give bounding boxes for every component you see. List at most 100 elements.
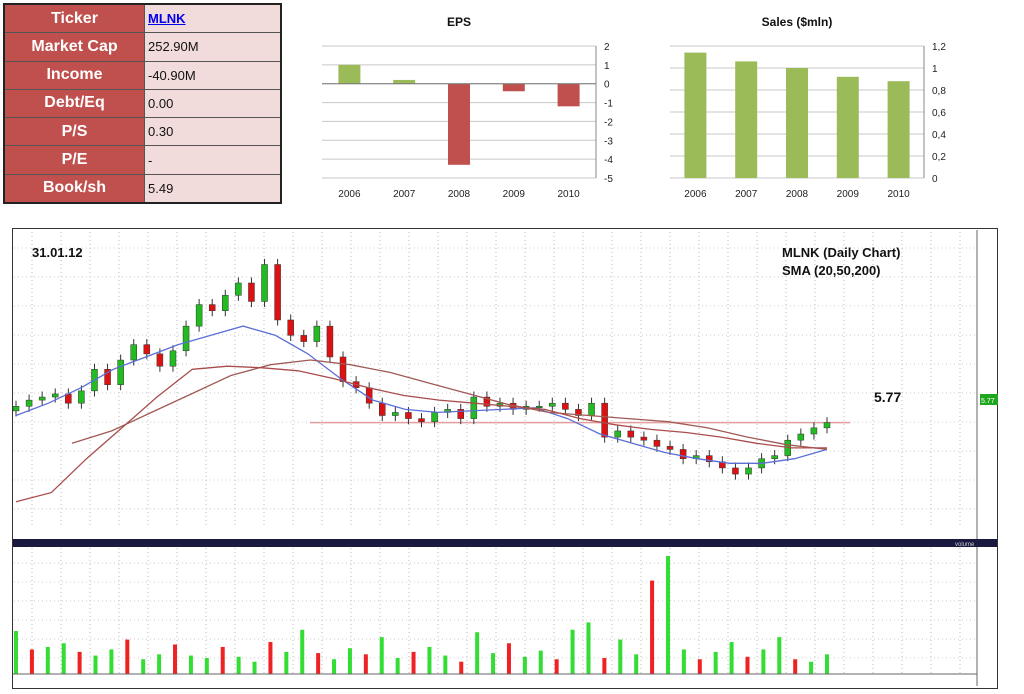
volume-bar — [411, 651, 416, 674]
candle-body — [823, 422, 831, 429]
ticker-link[interactable]: MLNK — [148, 11, 186, 27]
volume-bar — [570, 629, 575, 674]
fundamentals-row: Debt/Eq 0.00 — [3, 88, 282, 119]
volume-bar — [586, 622, 591, 674]
y-tick-label: 0,4 — [932, 130, 946, 141]
volume-bar — [77, 651, 82, 674]
sma200-line — [15, 365, 827, 503]
volume-bar — [204, 658, 209, 674]
candle-body — [248, 282, 255, 302]
price-badge-bg — [980, 394, 998, 405]
volume-bar — [506, 643, 511, 674]
candle-body — [12, 406, 20, 412]
candle-body — [392, 412, 399, 416]
bar — [887, 81, 910, 178]
candle-body — [195, 304, 203, 327]
volume-bar — [316, 653, 321, 674]
y-tick-label: -4 — [604, 155, 613, 166]
volume-bar — [300, 629, 305, 674]
volume-bar — [252, 661, 257, 674]
volume-bar — [188, 655, 193, 674]
volume-bar — [443, 655, 448, 674]
chart-title: MLNK (Daily Chart) — [782, 245, 900, 260]
volume-bar — [173, 644, 178, 674]
candle-body — [130, 344, 137, 361]
sma20-line — [15, 325, 828, 464]
candle-body — [104, 369, 111, 385]
volume-bar — [522, 656, 527, 674]
candle-body — [143, 344, 151, 355]
price-badge: 5.77 — [981, 398, 995, 405]
candle-body — [405, 412, 412, 419]
candle-body — [549, 402, 556, 407]
bar — [393, 79, 416, 84]
volume-bar — [45, 646, 50, 674]
candle-body — [679, 449, 687, 459]
y-tick-label: -3 — [604, 136, 613, 147]
y-tick-label: -5 — [604, 174, 613, 185]
y-tick-label: -1 — [604, 99, 613, 110]
x-tick-label: 2006 — [338, 189, 361, 200]
y-tick-label: 0 — [932, 174, 938, 185]
volume-bar — [713, 651, 718, 674]
candle-body — [640, 436, 648, 441]
candle-body — [313, 325, 321, 342]
daily-price-chart: 31.01.12 MLNK (Daily Chart) SMA (20,50,200… — [12, 228, 998, 689]
volume-bar — [379, 637, 384, 674]
fundamentals-label: P/E — [3, 145, 145, 175]
x-tick-label: 2006 — [684, 189, 707, 200]
bar — [836, 76, 859, 178]
candle-body — [379, 402, 386, 416]
x-tick-label: 2007 — [393, 189, 416, 200]
candle-body — [300, 335, 308, 342]
x-tick-label: 2007 — [735, 189, 758, 200]
volume-bar — [395, 658, 400, 674]
fundamentals-row: Ticker MLNK — [3, 3, 282, 34]
fundamentals-label: Debt/Eq — [3, 88, 145, 119]
candle-body — [666, 446, 674, 450]
candle-body — [771, 455, 778, 459]
fundamentals-row: Book/sh 5.49 — [3, 173, 282, 204]
volume-bar — [665, 556, 670, 674]
volume-bar — [459, 661, 464, 674]
fundamentals-row: P/S 0.30 — [3, 117, 282, 147]
candle-body — [588, 402, 595, 416]
chart-title: Sales ($mln) — [762, 15, 833, 29]
volume-bar — [347, 648, 352, 674]
y-tick-label: -2 — [604, 117, 613, 128]
y-tick-label: 1,2 — [932, 42, 946, 53]
candle-body — [575, 409, 582, 416]
fundamentals-value: -40.90M — [144, 60, 282, 90]
volume-bar — [125, 639, 130, 674]
price-label: 5.77 — [874, 389, 901, 405]
volume-bar — [729, 642, 734, 674]
volume-bar — [427, 646, 432, 674]
candle-body — [287, 319, 294, 336]
candle-body — [78, 390, 85, 404]
volume-bar — [332, 659, 337, 674]
chart-date: 31.01.12 — [32, 245, 83, 260]
y-tick-label: 2 — [604, 42, 610, 53]
volume-bar — [363, 654, 368, 674]
fundamentals-label: Ticker — [3, 3, 145, 34]
fundamentals-label: Book/sh — [3, 173, 145, 204]
x-tick-label: 2009 — [837, 189, 860, 200]
sma50-line — [71, 359, 828, 451]
bar — [735, 61, 758, 178]
volume-bar — [681, 649, 686, 674]
bar — [502, 83, 525, 92]
candle-body — [25, 399, 33, 407]
candle-body — [745, 467, 752, 475]
candle-body — [117, 359, 124, 385]
fundamentals-table: Ticker MLNK Market Cap 252.90M Income -40.90M… — [3, 3, 282, 204]
y-tick-label: 0 — [604, 80, 610, 91]
fundamentals-label: Income — [3, 60, 145, 90]
candle-body — [470, 396, 478, 419]
fundamentals-value[interactable]: MLNK — [144, 3, 282, 34]
candle-body — [627, 430, 635, 438]
chart-title: EPS — [447, 15, 471, 29]
volume-bar — [650, 580, 655, 674]
volume-bar — [745, 656, 750, 674]
volume-bar — [236, 656, 241, 674]
candle-body — [797, 433, 805, 441]
